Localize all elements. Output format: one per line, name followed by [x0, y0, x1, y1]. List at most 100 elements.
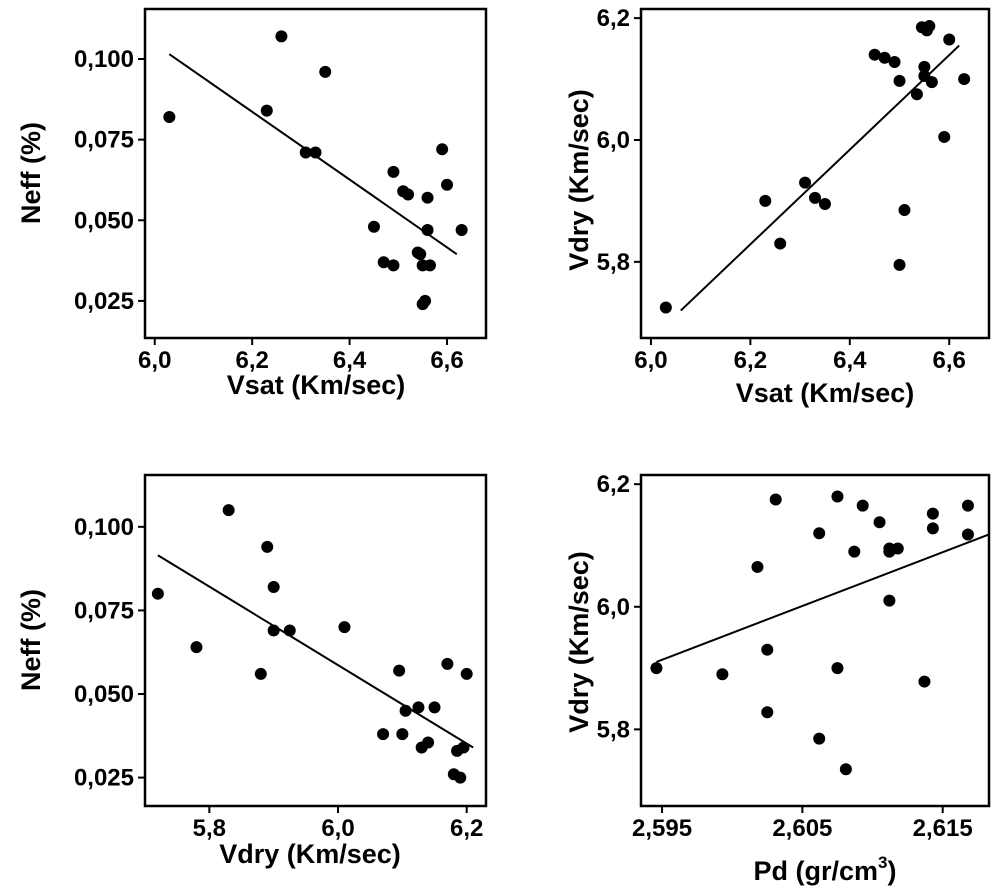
- data-point: [813, 732, 826, 745]
- plot-frame: [639, 473, 991, 808]
- panel-vdry-vs-pd: Vdry (Km/sec) Pd (gr/cm3) 2,595 2,605 2,61…: [564, 471, 991, 886]
- x-tick-label: 2,595: [632, 815, 692, 842]
- x-tick-label: 6,0: [321, 815, 354, 842]
- y-tick-label: 6,2: [597, 5, 630, 32]
- data-point: [299, 146, 312, 159]
- x-axis-label-end: ): [888, 856, 897, 886]
- data-point: [839, 763, 852, 776]
- x-tick-label: 2,615: [913, 815, 973, 842]
- y-tick-label: 0,100: [74, 46, 134, 73]
- y-tick-label: 0,025: [74, 765, 134, 792]
- data-point: [457, 741, 470, 754]
- y-tick-label: 6,2: [597, 471, 630, 498]
- data-point: [377, 728, 390, 741]
- y-tick-label: 6,0: [597, 127, 630, 154]
- data-point: [275, 30, 288, 43]
- data-point: [759, 194, 772, 207]
- x-tick-label: 6,4: [333, 347, 367, 374]
- data-point: [454, 771, 467, 784]
- y-tick-label: 0,075: [74, 597, 134, 624]
- data-point: [809, 191, 821, 204]
- data-point: [958, 73, 971, 86]
- x-tick-label: 6,2: [450, 815, 483, 842]
- y-tick-label: 0,075: [74, 127, 134, 154]
- data-point: [460, 667, 473, 680]
- x-tick-label: 6,0: [138, 347, 171, 374]
- data-point: [878, 51, 891, 64]
- data-point: [419, 294, 432, 307]
- x-axis-label: Pd (gr/cm3): [754, 853, 897, 886]
- x-tick-label: 6,0: [634, 347, 667, 374]
- data-point: [387, 165, 400, 178]
- data-point: [799, 176, 812, 189]
- regression-line: [680, 44, 960, 312]
- plot-frame: [639, 7, 991, 340]
- data-point: [769, 493, 782, 506]
- y-axis-label: Vdry (Km/sec): [564, 551, 594, 733]
- data-point: [190, 641, 203, 654]
- data-point: [888, 56, 901, 69]
- data-point: [414, 248, 427, 261]
- data-point: [396, 728, 409, 741]
- regression-line: [157, 554, 474, 749]
- data-point: [421, 191, 434, 204]
- x-tick-label: 6,4: [833, 347, 867, 374]
- data-point: [818, 197, 831, 210]
- data-point: [455, 223, 468, 236]
- data-point: [436, 143, 449, 156]
- x-axis-label-main: Pd (gr/cm: [754, 856, 879, 886]
- data-point: [659, 301, 672, 314]
- data-point: [926, 507, 939, 520]
- y-tick-label: 6,0: [597, 594, 630, 621]
- data-point: [891, 542, 904, 555]
- data-point: [261, 540, 274, 553]
- data-point: [883, 594, 896, 607]
- data-point: [751, 560, 764, 573]
- y-tick-label: 0,025: [74, 288, 134, 315]
- regression-line: [656, 533, 990, 663]
- data-point: [423, 259, 436, 272]
- data-point: [774, 237, 787, 250]
- data-point: [402, 188, 415, 201]
- data-point: [893, 258, 906, 271]
- panel-neff-vs-vdry: Neff (%) Vdry (Km/sec) 5,8 6,0 6,2 0,025 0,0…: [16, 473, 488, 869]
- data-point: [856, 499, 869, 512]
- panel-vdry-vs-vsat: Vdry (Km/sec) Vsat (Km/sec) 6,0 6,2 6,4 6,6…: [564, 5, 991, 408]
- plot-frame: [143, 7, 488, 340]
- data-point: [883, 542, 896, 555]
- data-point: [926, 522, 939, 535]
- x-tick-label: 6,2: [235, 347, 268, 374]
- data-point: [910, 88, 923, 101]
- data-point: [918, 60, 931, 73]
- data-point: [387, 259, 400, 272]
- data-point: [267, 624, 280, 637]
- data-point: [831, 490, 844, 503]
- data-point: [163, 111, 176, 124]
- y-axis-label: Vdry (Km/sec): [564, 89, 594, 271]
- data-point: [338, 621, 351, 634]
- y-tick-label: 5,8: [597, 716, 630, 743]
- y-tick-label: 0,050: [74, 681, 134, 708]
- x-axis-label-superscript: 3: [878, 853, 887, 872]
- data-point: [441, 178, 454, 191]
- x-tick-label: 6,6: [933, 347, 966, 374]
- data-point: [222, 504, 235, 517]
- data-point: [848, 545, 861, 558]
- plot-frame: [143, 473, 488, 808]
- y-tick-label: 5,8: [597, 249, 630, 276]
- data-point: [943, 33, 956, 46]
- data-point: [267, 581, 280, 594]
- data-point: [961, 528, 974, 541]
- data-point: [393, 664, 406, 677]
- data-point: [918, 675, 931, 688]
- data-point: [813, 527, 826, 540]
- data-point: [412, 701, 425, 714]
- data-point: [151, 587, 164, 600]
- y-axis-label: Neff (%): [16, 122, 46, 224]
- panel-neff-vs-vsat: Neff (%) Vsat (Km/sec) 6,0 6,2 6,4 6,6 0,025…: [16, 7, 488, 400]
- data-point: [868, 48, 881, 61]
- x-tick-label: 6,2: [734, 347, 767, 374]
- y-axis-label: Neff (%): [16, 589, 46, 691]
- data-point: [367, 220, 380, 233]
